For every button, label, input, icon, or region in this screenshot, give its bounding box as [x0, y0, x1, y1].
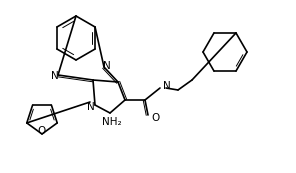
Text: O: O [151, 113, 159, 123]
Text: O: O [38, 126, 46, 136]
Text: N: N [51, 71, 59, 81]
Text: N: N [87, 102, 95, 112]
Text: N: N [103, 61, 111, 71]
Text: N: N [163, 81, 171, 91]
Text: NH₂: NH₂ [102, 117, 122, 127]
